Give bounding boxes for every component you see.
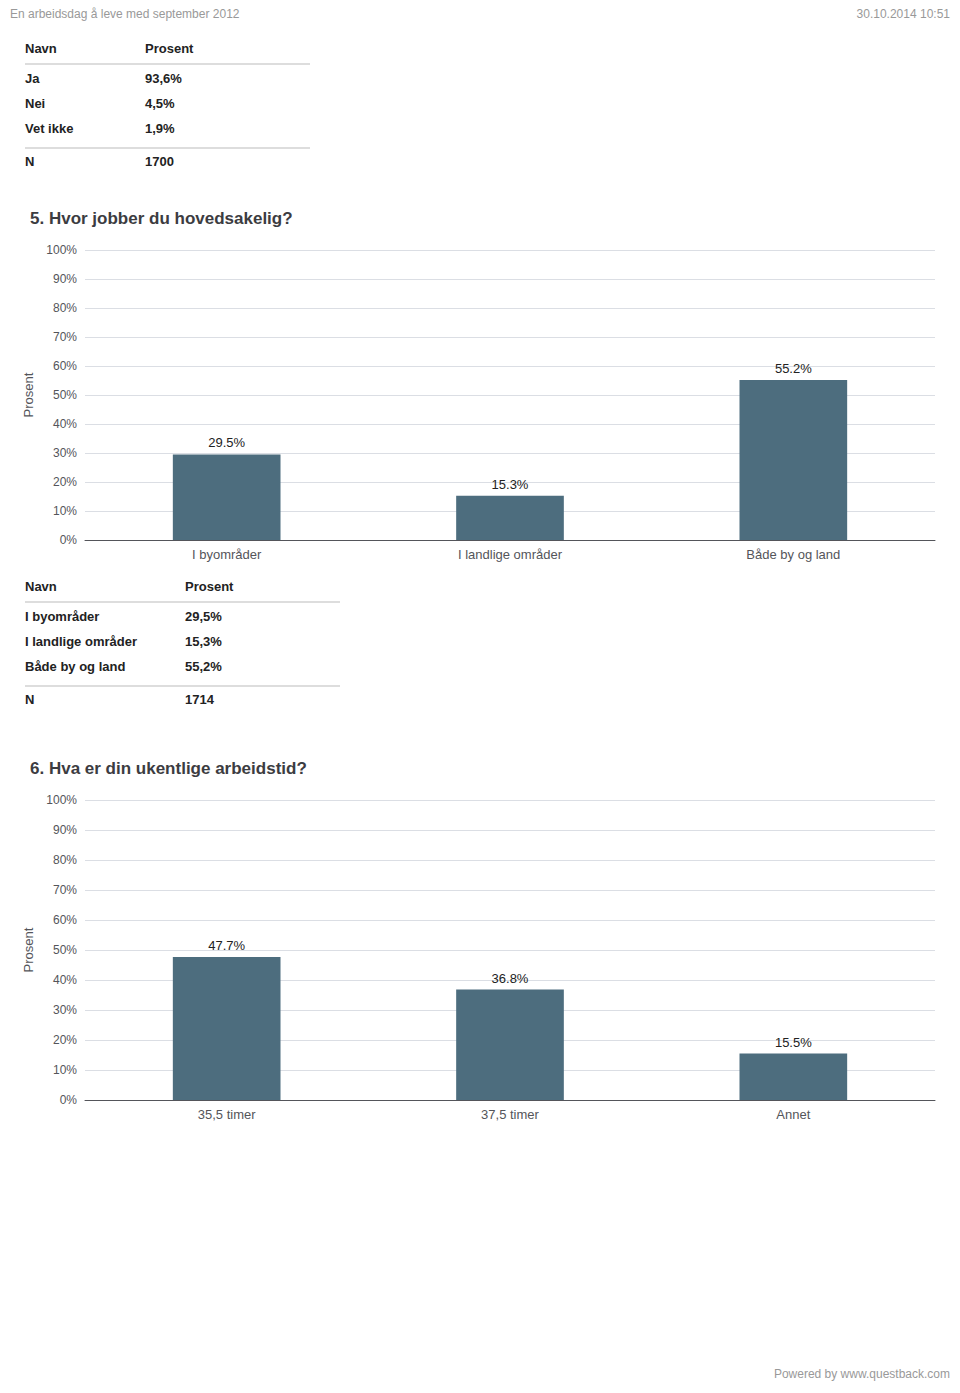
svg-text:50%: 50% xyxy=(53,388,77,402)
svg-text:0%: 0% xyxy=(60,1093,78,1107)
svg-text:50%: 50% xyxy=(53,943,77,957)
svg-text:15,3%: 15,3% xyxy=(185,634,222,649)
svg-text:N: N xyxy=(25,692,34,707)
svg-text:36.8%: 36.8% xyxy=(492,971,529,986)
svg-text:Prosent: Prosent xyxy=(21,927,36,972)
svg-text:En arbeidsdag å leve med septe: En arbeidsdag å leve med september 2012 xyxy=(10,7,240,21)
svg-text:I byområder: I byområder xyxy=(25,609,99,624)
svg-text:Både by og land: Både by og land xyxy=(25,659,125,674)
svg-text:Nei: Nei xyxy=(25,96,45,111)
svg-text:Prosent: Prosent xyxy=(185,579,234,594)
svg-text:Ja: Ja xyxy=(25,71,40,86)
svg-text:I landlige områder: I landlige områder xyxy=(458,547,563,562)
svg-text:55.2%: 55.2% xyxy=(775,361,812,376)
svg-text:1,9%: 1,9% xyxy=(145,121,175,136)
svg-text:Powered by www.questback.com: Powered by www.questback.com xyxy=(774,1367,950,1381)
svg-text:10%: 10% xyxy=(53,504,77,518)
svg-text:30%: 30% xyxy=(53,1003,77,1017)
svg-text:6. Hva er din ukentlige arbeid: 6. Hva er din ukentlige arbeidstid? xyxy=(30,759,307,778)
svg-text:55,2%: 55,2% xyxy=(185,659,222,674)
svg-text:I byområder: I byområder xyxy=(192,547,262,562)
svg-text:29.5%: 29.5% xyxy=(208,435,245,450)
svg-text:29,5%: 29,5% xyxy=(185,609,222,624)
svg-text:Vet ikke: Vet ikke xyxy=(25,121,73,136)
svg-text:60%: 60% xyxy=(53,913,77,927)
svg-text:90%: 90% xyxy=(53,823,77,837)
svg-text:20%: 20% xyxy=(53,475,77,489)
svg-text:100%: 100% xyxy=(46,793,77,807)
svg-text:10%: 10% xyxy=(53,1063,77,1077)
svg-text:Både by og land: Både by og land xyxy=(746,547,840,562)
svg-text:4,5%: 4,5% xyxy=(145,96,175,111)
svg-text:1714: 1714 xyxy=(185,692,215,707)
svg-text:70%: 70% xyxy=(53,883,77,897)
svg-text:15.5%: 15.5% xyxy=(775,1035,812,1050)
svg-text:80%: 80% xyxy=(53,301,77,315)
svg-text:15.3%: 15.3% xyxy=(492,477,529,492)
svg-text:35,5 timer: 35,5 timer xyxy=(198,1107,256,1122)
svg-text:Annet: Annet xyxy=(776,1107,810,1122)
svg-text:20%: 20% xyxy=(53,1033,77,1047)
svg-text:100%: 100% xyxy=(46,243,77,257)
svg-text:I landlige områder: I landlige områder xyxy=(25,634,137,649)
svg-text:80%: 80% xyxy=(53,853,77,867)
svg-text:N: N xyxy=(25,154,34,169)
svg-text:30%: 30% xyxy=(53,446,77,460)
svg-text:Navn: Navn xyxy=(25,579,57,594)
svg-text:90%: 90% xyxy=(53,272,77,286)
svg-text:47.7%: 47.7% xyxy=(208,938,245,953)
svg-text:Prosent: Prosent xyxy=(21,372,36,417)
svg-text:93,6%: 93,6% xyxy=(145,71,182,86)
svg-text:0%: 0% xyxy=(60,533,78,547)
svg-text:40%: 40% xyxy=(53,973,77,987)
svg-text:37,5 timer: 37,5 timer xyxy=(481,1107,539,1122)
svg-text:70%: 70% xyxy=(53,330,77,344)
svg-text:60%: 60% xyxy=(53,359,77,373)
svg-text:Prosent: Prosent xyxy=(145,41,194,56)
svg-text:30.10.2014 10:51: 30.10.2014 10:51 xyxy=(857,7,951,21)
svg-text:5. Hvor jobber du hovedsakelig: 5. Hvor jobber du hovedsakelig? xyxy=(30,209,293,228)
svg-text:Navn: Navn xyxy=(25,41,57,56)
svg-text:1700: 1700 xyxy=(145,154,174,169)
svg-text:40%: 40% xyxy=(53,417,77,431)
